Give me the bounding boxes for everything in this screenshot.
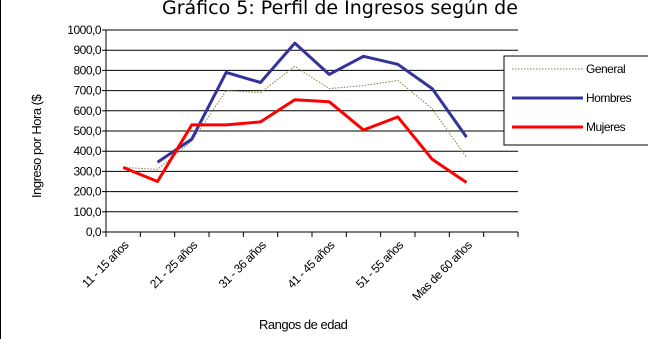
x-tick-label: Mas de 60 años xyxy=(409,238,475,304)
legend-label-hombres: Hombres xyxy=(586,91,632,105)
series-line-hombres xyxy=(156,41,468,164)
y-tick-labels: 0,0 100,0 200,0 300,0 400,0 500,0 600,0 700,0 80… xyxy=(67,23,102,239)
y-tick-label: 300,0 xyxy=(73,164,101,178)
legend-label-general: General xyxy=(586,62,625,76)
x-tick-label: 11 - 15 años xyxy=(79,238,132,291)
x-tick-label: 51 - 55 años xyxy=(353,238,406,291)
y-tick-label: 1000,0 xyxy=(67,23,102,37)
y-tick-label: 900,0 xyxy=(73,43,101,57)
y-tick-label: 200,0 xyxy=(73,185,101,199)
x-tick-label: 31 - 36 años xyxy=(216,238,269,291)
y-tick-label: 100,0 xyxy=(73,205,101,219)
x-tick-label: 41 - 45 años xyxy=(284,238,337,291)
y-tick-label: 600,0 xyxy=(73,104,101,118)
series-line-general xyxy=(123,65,467,170)
legend-box xyxy=(503,55,648,146)
series-lines xyxy=(122,41,468,184)
x-tick-label: 21 - 25 años xyxy=(147,238,200,291)
x-tick-labels: 11 - 15 años 21 - 25 años 31 - 36 años 41 -… xyxy=(79,238,475,304)
y-axis-label: Ingreso por Hora ($ xyxy=(29,94,44,198)
y-tick-label: 700,0 xyxy=(73,84,101,98)
y-tick-label: 500,0 xyxy=(73,124,101,138)
axes xyxy=(102,29,519,237)
legend-label-mujeres: Mujeres xyxy=(586,120,626,134)
legend: General Hombres Mujeres xyxy=(503,55,648,146)
y-tick-label: 400,0 xyxy=(73,144,101,158)
chart-title: Gráfico 5: Perfil de Ingresos según de xyxy=(162,0,518,19)
y-tick-label: 0,0 xyxy=(86,225,102,239)
x-axis-label: Rangos de edad xyxy=(259,317,348,332)
series-line-mujeres xyxy=(122,98,468,184)
y-tick-label: 800,0 xyxy=(73,63,101,77)
